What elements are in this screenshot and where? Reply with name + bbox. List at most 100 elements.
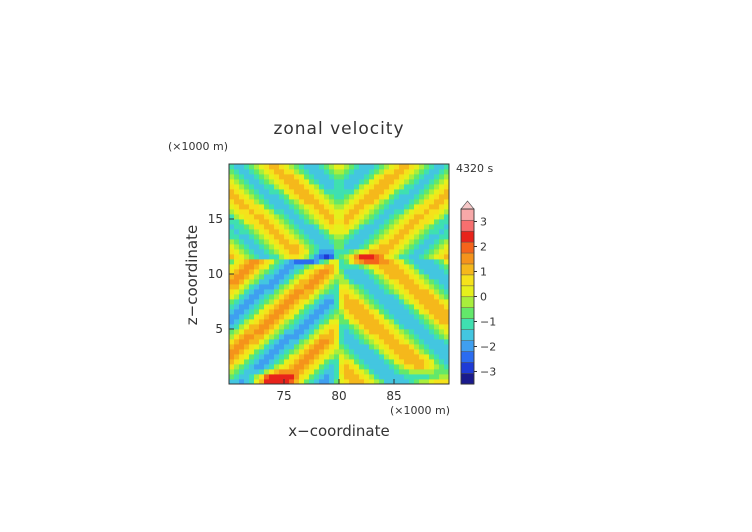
- heatmap-cell: [249, 224, 255, 230]
- heatmap-cell: [294, 274, 300, 280]
- heatmap-cell: [334, 319, 340, 325]
- heatmap-cell: [269, 369, 275, 375]
- heatmap-cell: [344, 379, 350, 385]
- heatmap-cell: [399, 269, 405, 275]
- heatmap-cell: [319, 329, 325, 335]
- colorbar-tick-label: −1: [480, 316, 496, 329]
- heatmap-cell: [364, 289, 370, 295]
- heatmap-cell: [309, 224, 315, 230]
- heatmap-cell: [259, 339, 265, 345]
- heatmap-cell: [444, 179, 450, 185]
- heatmap-cell: [269, 334, 275, 340]
- heatmap-cell: [254, 229, 260, 235]
- heatmap-cell: [429, 239, 435, 245]
- heatmap-cell: [434, 214, 440, 220]
- heatmap-cell: [314, 299, 320, 305]
- heatmap-cell: [229, 249, 235, 255]
- heatmap-cell: [394, 224, 400, 230]
- heatmap-cell: [414, 249, 420, 255]
- heatmap-cell: [424, 209, 430, 215]
- heatmap-cell: [389, 254, 395, 260]
- heatmap-cell: [399, 189, 405, 195]
- heatmap-cell: [439, 329, 445, 335]
- heatmap-cell: [279, 204, 285, 210]
- heatmap-cell: [304, 274, 310, 280]
- heatmap-cell: [284, 309, 290, 315]
- heatmap-cell: [314, 364, 320, 370]
- heatmap-cell: [409, 249, 415, 255]
- heatmap-cell: [304, 169, 310, 175]
- heatmap-cell: [234, 329, 240, 335]
- heatmap-cell: [284, 244, 290, 250]
- heatmap-cell: [434, 229, 440, 235]
- heatmap-cell: [324, 214, 330, 220]
- heatmap-cell: [349, 324, 355, 330]
- heatmap-cell: [414, 169, 420, 175]
- heatmap-cell: [229, 329, 235, 335]
- heatmap-cell: [394, 329, 400, 335]
- heatmap-cell: [264, 294, 270, 300]
- heatmap-cell: [264, 364, 270, 370]
- time-label: 4320 s: [456, 162, 493, 175]
- heatmap-cell: [389, 214, 395, 220]
- heatmap-cell: [299, 169, 305, 175]
- heatmap-cell: [299, 214, 305, 220]
- heatmap-cell: [434, 379, 440, 385]
- heatmap-cell: [359, 354, 365, 360]
- heatmap-cell: [399, 254, 405, 260]
- heatmap-cell: [294, 174, 300, 180]
- heatmap-cell: [349, 284, 355, 290]
- heatmap-cell: [399, 319, 405, 325]
- heatmap-cell: [374, 329, 380, 335]
- heatmap-cell: [324, 164, 330, 170]
- heatmap-cell: [374, 289, 380, 295]
- heatmap-cell: [389, 289, 395, 295]
- heatmap-cell: [314, 314, 320, 320]
- heatmap-cell: [379, 214, 385, 220]
- heatmap-cell: [279, 289, 285, 295]
- heatmap-cell: [399, 299, 405, 305]
- heatmap-cell: [334, 164, 340, 170]
- heatmap-cell: [364, 249, 370, 255]
- heatmap-cell: [259, 364, 265, 370]
- heatmap-cell: [279, 169, 285, 175]
- heatmap-cell: [389, 269, 395, 275]
- heatmap-cell: [234, 234, 240, 240]
- heatmap-cell: [444, 194, 450, 200]
- heatmap-cell: [354, 304, 360, 310]
- heatmap-cell: [299, 279, 305, 285]
- heatmap-cell: [349, 169, 355, 175]
- heatmap-cell: [404, 334, 410, 340]
- heatmap-cell: [289, 294, 295, 300]
- heatmap-cell: [444, 229, 450, 235]
- heatmap-cell: [294, 294, 300, 300]
- heatmap-cell: [279, 214, 285, 220]
- heatmap-cell: [244, 354, 250, 360]
- heatmap-cell: [404, 369, 410, 375]
- heatmap-cell: [299, 284, 305, 290]
- heatmap-cell: [364, 229, 370, 235]
- heatmap-cell: [434, 179, 440, 185]
- heatmap-cell: [354, 319, 360, 325]
- heatmap-cell: [304, 364, 310, 370]
- heatmap-cell: [289, 354, 295, 360]
- heatmap-cell: [329, 189, 335, 195]
- heatmap-cell: [379, 279, 385, 285]
- heatmap-cell: [444, 289, 450, 295]
- heatmap-cell: [404, 294, 410, 300]
- heatmap-cell: [359, 209, 365, 215]
- heatmap-cell: [354, 274, 360, 280]
- heatmap-cell: [369, 339, 375, 345]
- heatmap-cell: [289, 254, 295, 260]
- heatmap-cell: [369, 359, 375, 365]
- heatmap-cell: [409, 194, 415, 200]
- heatmap-cell: [424, 244, 430, 250]
- heatmap-cell: [414, 279, 420, 285]
- heatmap-cell: [364, 269, 370, 275]
- heatmap-cell: [254, 329, 260, 335]
- heatmap-cell: [444, 269, 450, 275]
- heatmap-cell: [419, 369, 425, 375]
- heatmap-cell: [269, 309, 275, 315]
- heatmap-cell: [314, 214, 320, 220]
- heatmap-cell: [269, 204, 275, 210]
